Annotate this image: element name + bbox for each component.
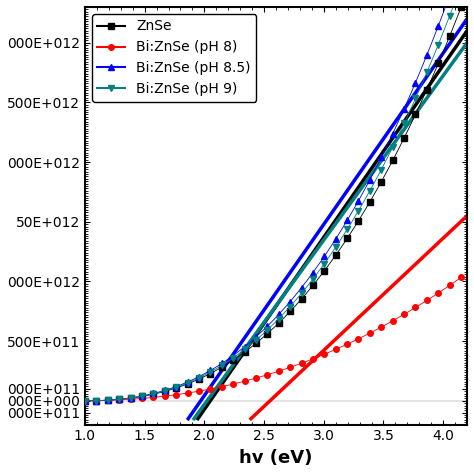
X-axis label: hv (eV): hv (eV) <box>239 449 313 467</box>
Legend: ZnSe, Bi:ZnSe (pH 8), Bi:ZnSe (pH 8.5), Bi:ZnSe (pH 9): ZnSe, Bi:ZnSe (pH 8), Bi:ZnSe (pH 8.5), … <box>92 14 256 102</box>
